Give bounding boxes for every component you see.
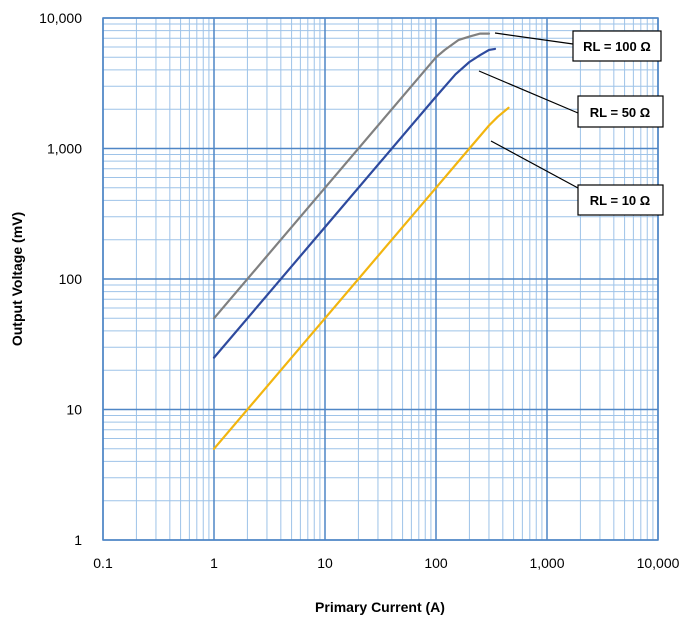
series-line-1 — [212, 47, 497, 359]
y-tick-label: 100 — [59, 271, 83, 287]
x-tick-label: 1,000 — [529, 555, 564, 571]
x-tick-label: 10,000 — [637, 555, 680, 571]
x-tick-label: 0.1 — [93, 555, 113, 571]
x-tick-label: 10 — [317, 555, 333, 571]
y-axis-tick-labels: 1 10 100 1,000 10,000 — [39, 10, 82, 548]
y-tick-label: 1 — [74, 532, 82, 548]
y-tick-label: 10 — [66, 402, 82, 418]
x-tick-label: 100 — [424, 555, 448, 571]
callout-box-rl-100 — [572, 30, 662, 62]
series-line-2 — [212, 106, 510, 450]
callout-label-rl-50: RL = 50 Ω — [590, 105, 650, 120]
callout-box-rl-10 — [577, 184, 664, 216]
callout-label-rl-100: RL = 100 Ω — [583, 39, 651, 54]
callout-box-rl-50 — [577, 95, 664, 128]
y-axis-title: Output Voltage (mV) — [9, 212, 25, 346]
x-tick-label: 1 — [210, 555, 218, 571]
major-gridlines — [102, 17, 659, 541]
plot-area-border — [102, 17, 659, 541]
callout-leader-rl-10 — [490, 140, 579, 189]
callout-label-rl-10: RL = 10 Ω — [590, 193, 650, 208]
series-line-0 — [212, 32, 491, 320]
x-axis-tick-labels: 0.1 1 10 100 1,000 10,000 — [93, 555, 679, 571]
series-callouts: RL = 100 Ω RL = 50 Ω RL = 10 Ω — [478, 30, 664, 216]
y-tick-label: 1,000 — [47, 141, 82, 157]
series-lines — [212, 32, 510, 450]
callout-leader-rl-100 — [494, 32, 574, 45]
y-tick-label: 10,000 — [39, 10, 82, 26]
callout-leader-rl-50 — [478, 70, 579, 114]
x-axis-title: Primary Current (A) — [315, 599, 445, 615]
